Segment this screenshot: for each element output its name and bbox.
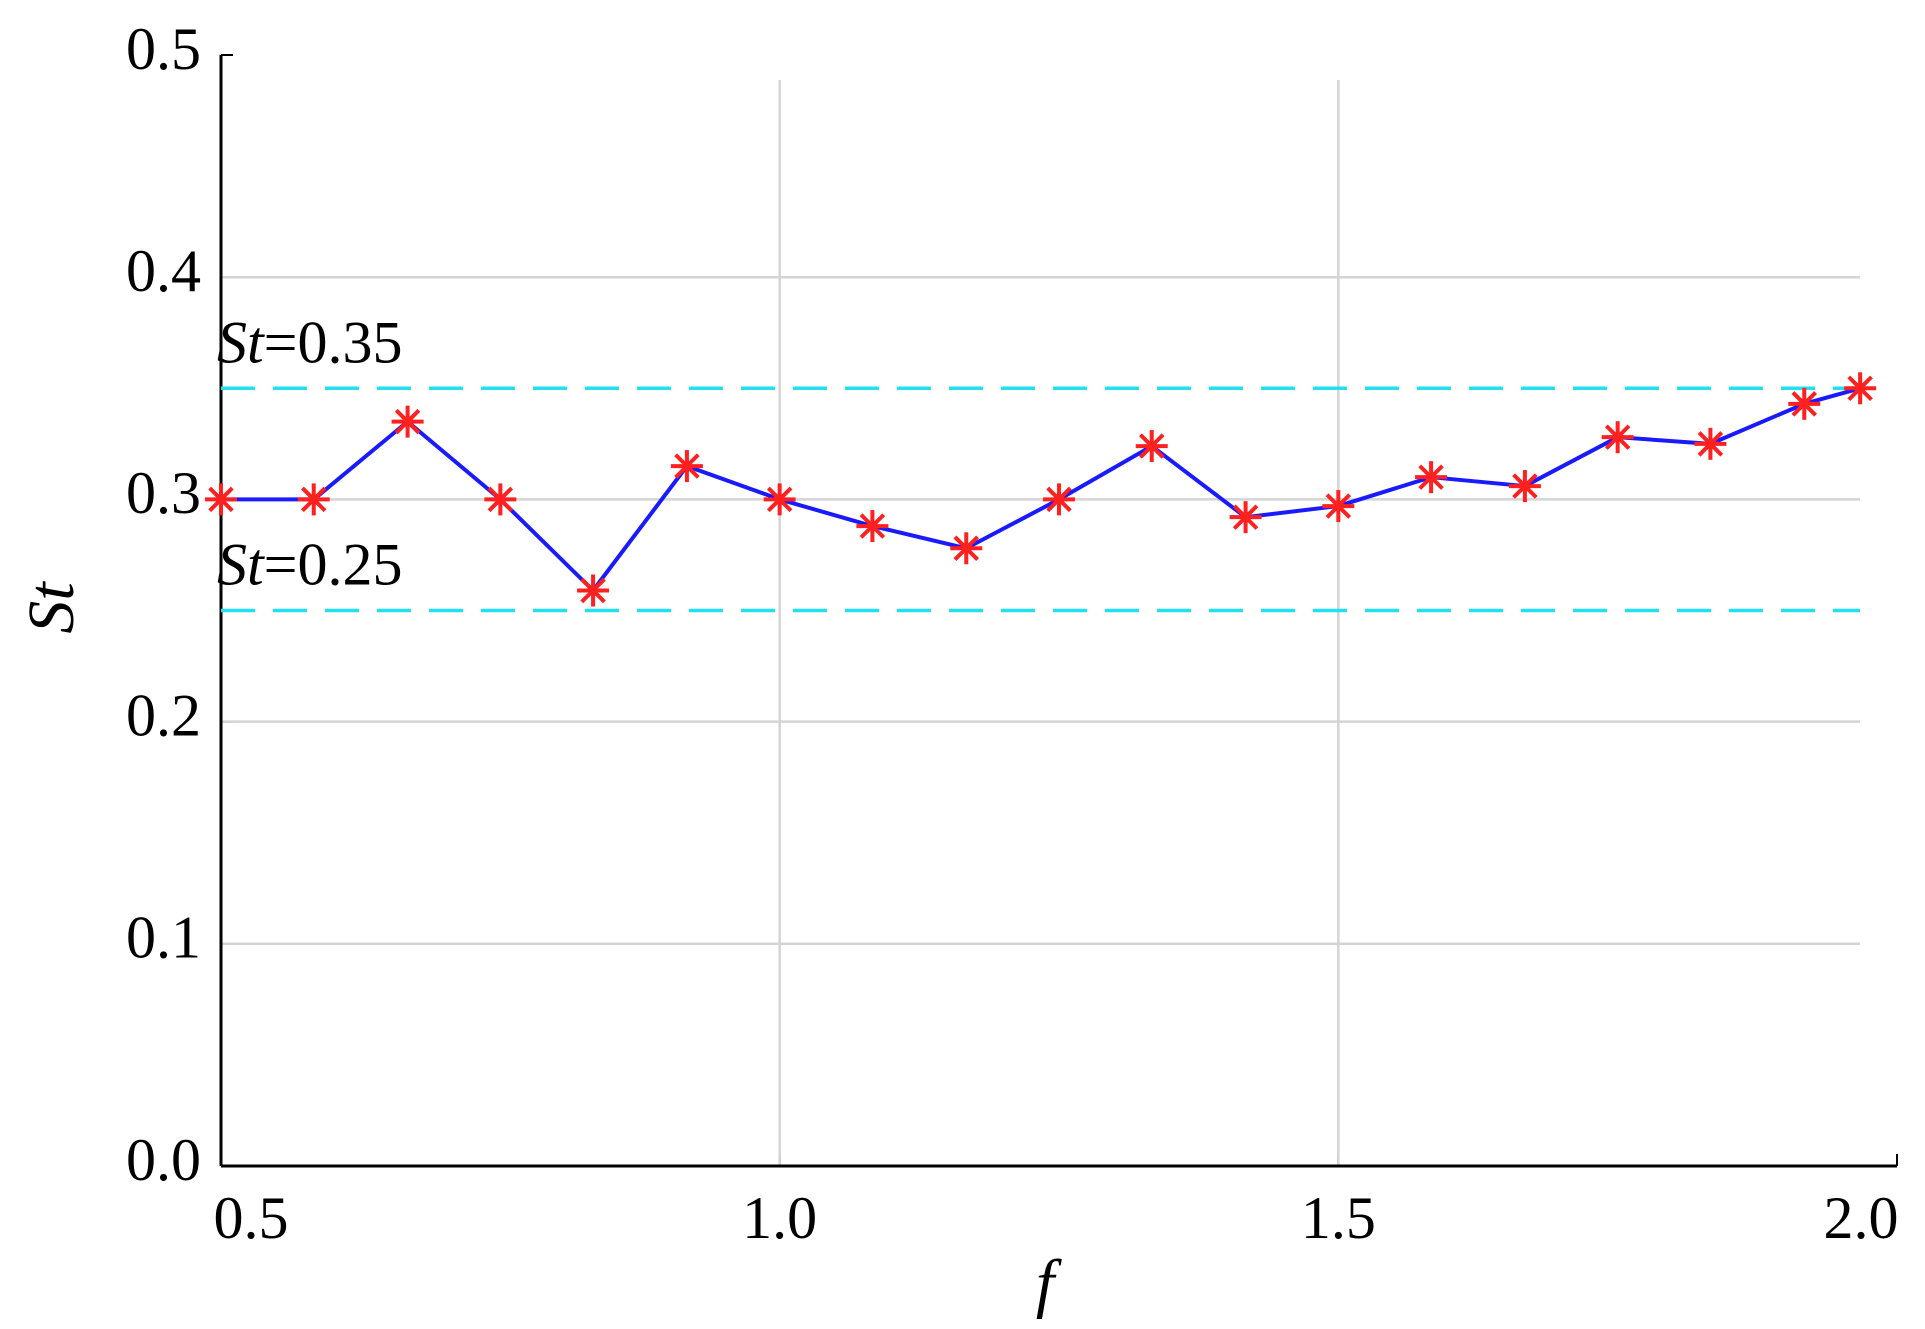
- y-tick-label: 0.3: [126, 460, 201, 526]
- star-stroke: [580, 577, 606, 604]
- star-stroke: [301, 486, 327, 513]
- y-tick-label: 0.2: [126, 682, 201, 748]
- x-tick-label: 1.0: [742, 1185, 817, 1251]
- star-stroke: [394, 408, 421, 435]
- star-stroke: [1791, 391, 1817, 417]
- star-marker: [1694, 427, 1727, 460]
- star-stroke: [1232, 504, 1259, 530]
- star-stroke: [1418, 464, 1444, 490]
- star-stroke: [859, 513, 886, 539]
- y-tick-label: 0.5: [126, 16, 201, 82]
- star-stroke: [1847, 375, 1873, 402]
- y-tick-label: 0.4: [126, 238, 201, 304]
- star-stroke: [1046, 486, 1072, 513]
- star-marker: [391, 405, 424, 438]
- star-marker: [205, 483, 237, 516]
- star-marker: [484, 483, 517, 516]
- star-stroke: [1697, 431, 1724, 457]
- star-marker: [297, 483, 330, 516]
- star-marker: [1322, 490, 1355, 523]
- x-tick-label: 0.5: [214, 1185, 289, 1251]
- star-marker: [763, 483, 796, 516]
- star-marker: [1844, 372, 1877, 405]
- star-marker: [1601, 421, 1634, 454]
- reference-label-symbol: St: [217, 309, 265, 375]
- star-marker: [1135, 430, 1168, 463]
- star-marker: [577, 574, 610, 607]
- star-stroke: [1604, 424, 1631, 450]
- star-stroke: [487, 486, 514, 513]
- y-tick-label: 0.0: [126, 1127, 201, 1193]
- x-axis-label: f: [1036, 1247, 1062, 1320]
- star-marker: [856, 510, 889, 543]
- star-stroke: [1325, 493, 1352, 519]
- star-marker: [1508, 470, 1541, 503]
- reference-label-text: =0.35: [264, 309, 403, 375]
- star-marker: [1788, 387, 1821, 420]
- star-marker: [670, 450, 703, 483]
- star-stroke: [766, 486, 793, 513]
- star-marker: [1043, 483, 1075, 516]
- star-marker: [950, 532, 983, 565]
- star-marker: [1229, 501, 1262, 534]
- x-tick-label: 1.5: [1301, 1185, 1376, 1251]
- reference-label-text: =0.25: [264, 531, 403, 597]
- star-stroke: [674, 453, 700, 479]
- star-stroke: [208, 486, 234, 513]
- x-tick-label: 2.0: [1824, 1185, 1899, 1251]
- reference-label-symbol: St: [217, 531, 265, 597]
- reference-label: St=0.25: [217, 531, 403, 597]
- series-line: [221, 386, 1861, 593]
- reference-label: St=0.35: [217, 309, 403, 375]
- star-marker: [1415, 461, 1448, 494]
- y-axis-label: St: [15, 581, 88, 634]
- star-stroke: [1139, 433, 1165, 459]
- star-stroke: [1512, 473, 1538, 499]
- star-stroke: [953, 535, 979, 562]
- y-tick-label: 0.1: [126, 905, 201, 971]
